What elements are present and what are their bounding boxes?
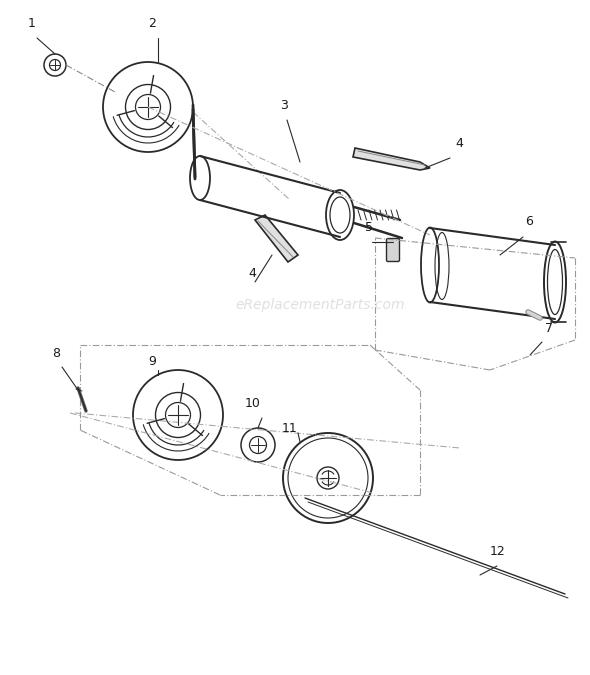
Text: 11: 11	[282, 422, 298, 435]
Text: 8: 8	[52, 347, 60, 360]
Text: 4: 4	[455, 137, 463, 150]
Text: 12: 12	[490, 545, 506, 558]
FancyBboxPatch shape	[386, 238, 399, 261]
Text: 3: 3	[280, 99, 288, 112]
Text: eReplacementParts.com: eReplacementParts.com	[235, 298, 405, 312]
Text: 1: 1	[28, 17, 36, 30]
Text: 6: 6	[525, 215, 533, 228]
Text: 10: 10	[245, 397, 261, 410]
Text: 5: 5	[365, 221, 373, 234]
Polygon shape	[255, 215, 298, 262]
Polygon shape	[353, 148, 430, 170]
Text: 2: 2	[148, 17, 156, 30]
Text: 7: 7	[545, 322, 553, 335]
Text: 9: 9	[148, 355, 156, 368]
Text: 4: 4	[248, 267, 256, 280]
